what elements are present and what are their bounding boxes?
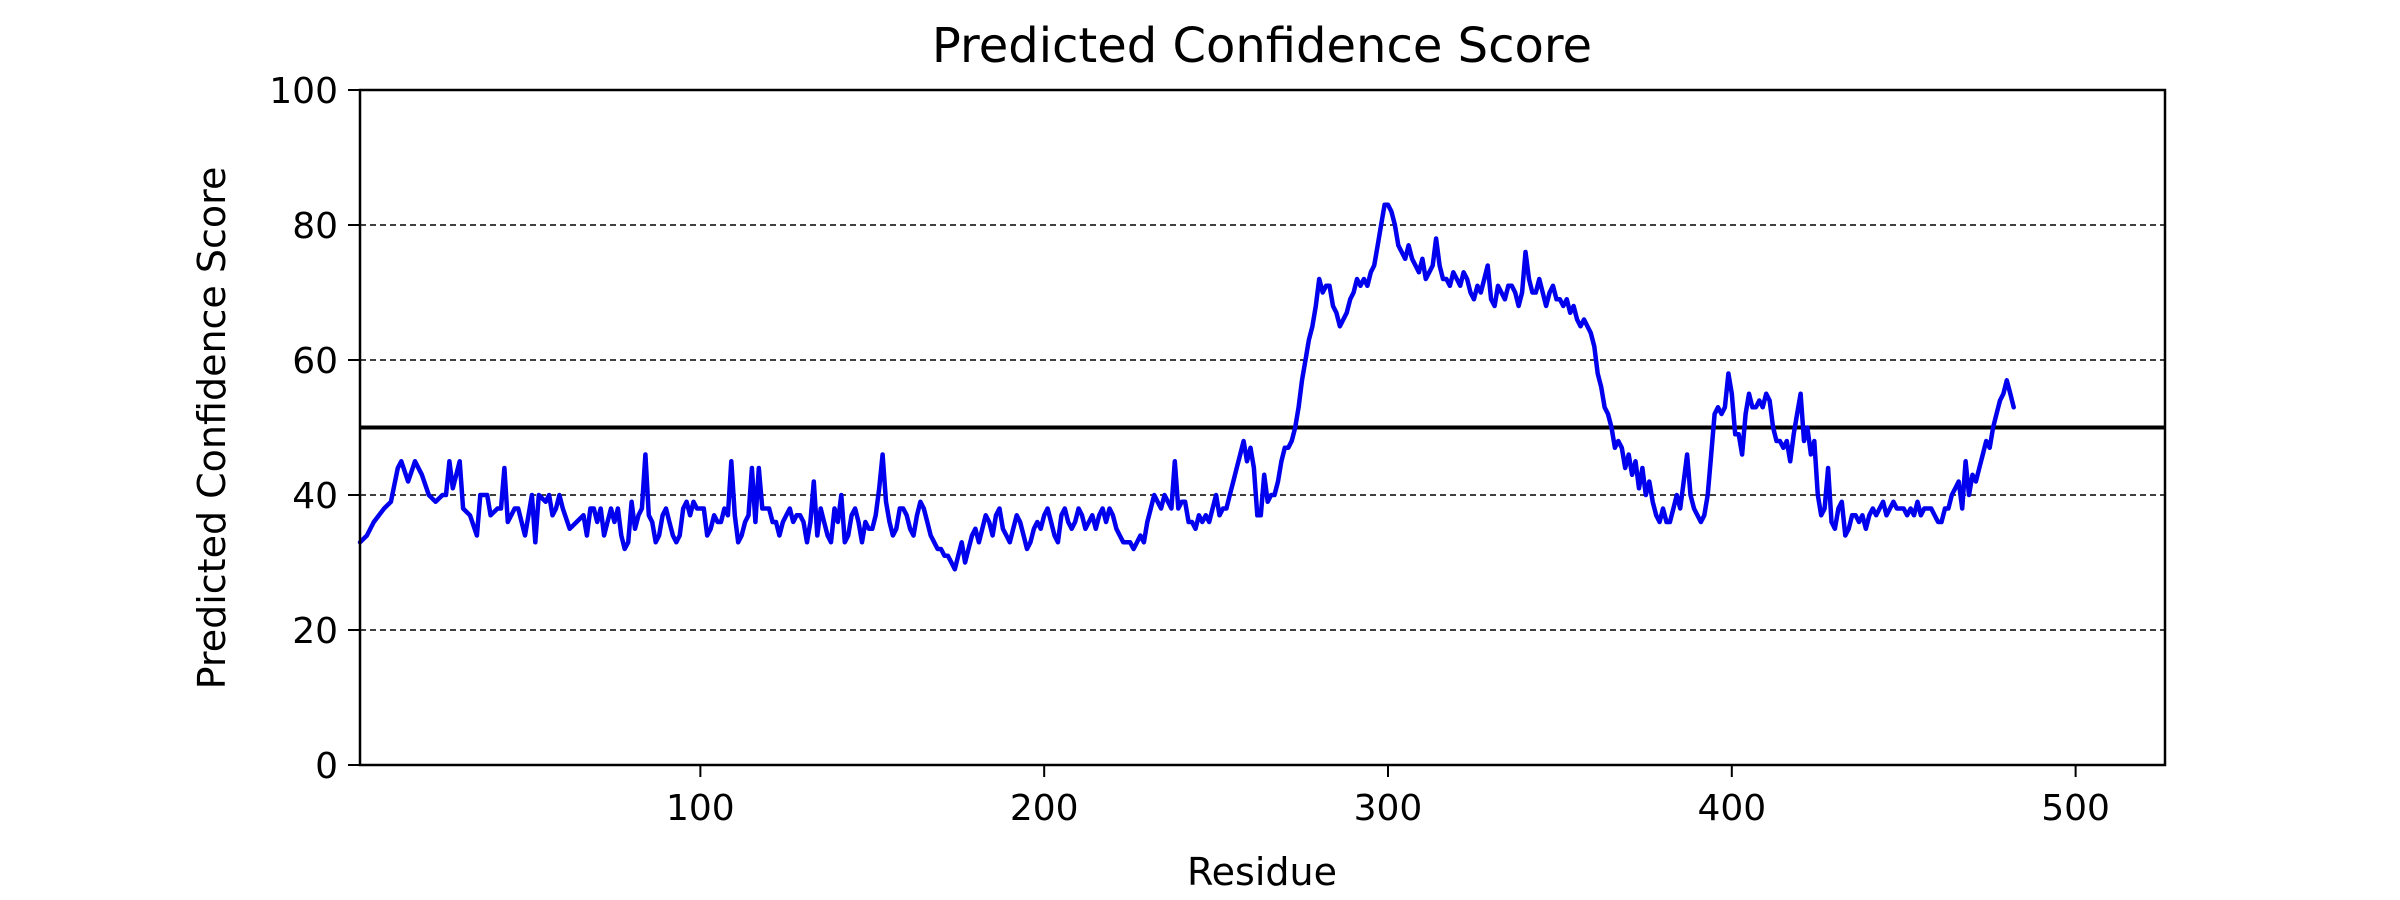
- y-tick-label-100: 100: [269, 71, 338, 112]
- y-tick-label-80: 80: [292, 206, 338, 247]
- x-tick-label-100: 100: [666, 788, 735, 829]
- plot-frame: [358, 88, 2167, 767]
- x-tick-label-200: 200: [1010, 788, 1079, 829]
- y-tick-label-0: 0: [315, 746, 338, 787]
- series-group: [357, 202, 2016, 572]
- y-tick-label-20: 20: [292, 611, 338, 652]
- y-axis-ticks: 0 20 40 60 80 100: [269, 71, 360, 787]
- y-tick-label-40: 40: [292, 476, 338, 517]
- y-axis-label: Predicted Confidence Score: [190, 167, 234, 690]
- x-axis-label: Residue: [1187, 850, 1337, 894]
- x-tick-label-300: 300: [1354, 788, 1423, 829]
- x-tick-label-400: 400: [1697, 788, 1766, 829]
- series-line-0: [357, 202, 2016, 572]
- chart-title: Predicted Confidence Score: [932, 18, 1592, 74]
- x-axis-ticks: 100 200 300 400 500: [666, 765, 2110, 829]
- y-tick-label-60: 60: [292, 341, 338, 382]
- x-tick-label-500: 500: [2041, 788, 2110, 829]
